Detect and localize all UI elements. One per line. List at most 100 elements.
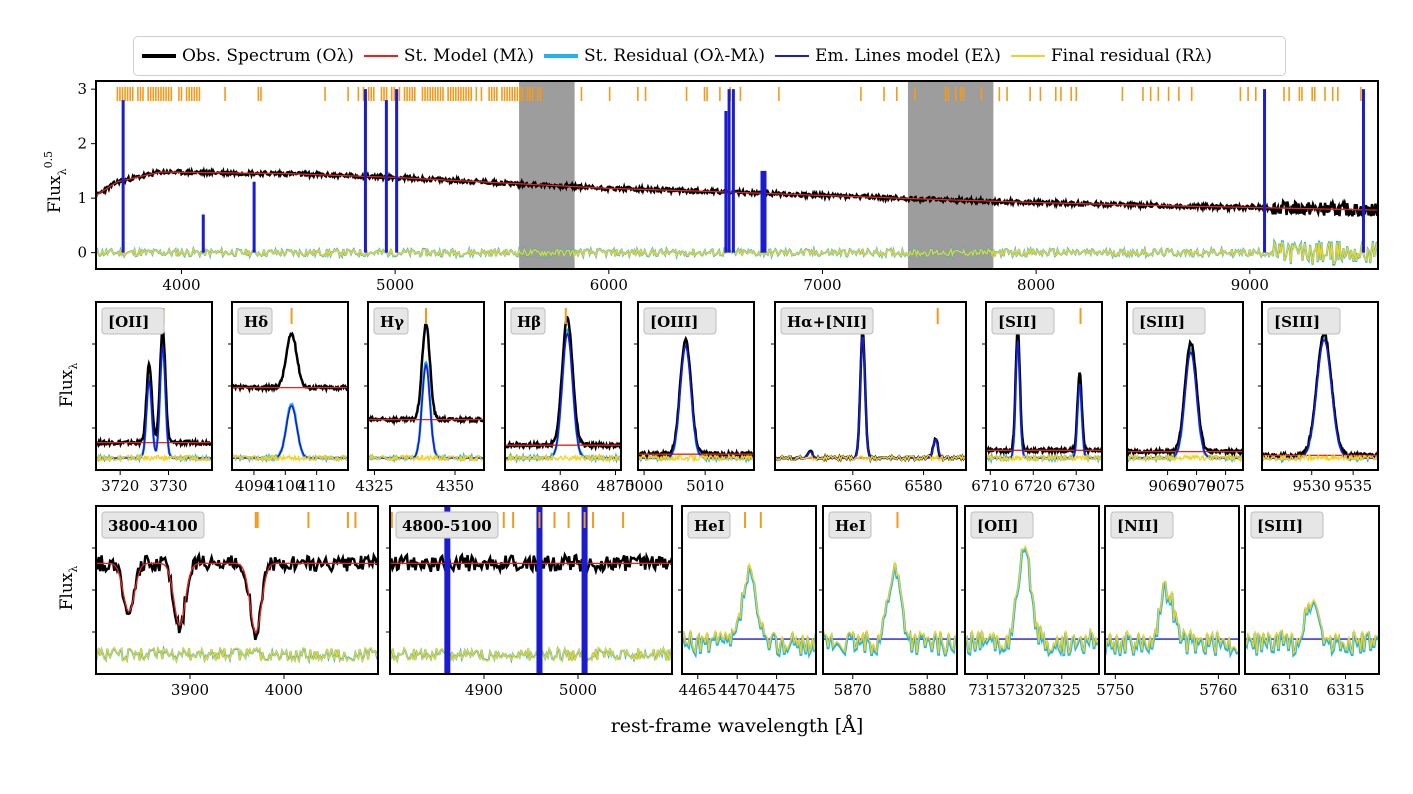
emission-line-model	[368, 362, 484, 459]
panel-label-box	[828, 511, 872, 539]
observed-spectrum-line	[232, 331, 348, 394]
panel-label: [SIII]	[1274, 313, 1320, 331]
panel-label-box	[101, 511, 205, 539]
x-tick-label: 4470	[718, 681, 756, 699]
final-residual-line	[965, 544, 1098, 655]
x-tick-label: 4090	[235, 477, 273, 495]
final-residual-line	[96, 240, 1378, 265]
legend-label: Obs. Spectrum (Oλ)	[182, 46, 354, 66]
x-tick-label: 9070	[1178, 477, 1216, 495]
panel-NII_5755: [NII] 5750 5760	[1096, 505, 1240, 699]
panel-label-box	[1110, 511, 1174, 539]
panel-OIII: [OIII] 5000 5010	[625, 301, 755, 495]
observed-spectrum-line	[96, 550, 378, 641]
masked-region	[907, 81, 994, 269]
panel-label-box	[101, 307, 165, 335]
panel-label: [OII]	[977, 517, 1018, 535]
x-tick-label: 9065	[1149, 477, 1187, 495]
observed-spectrum-line	[775, 331, 966, 464]
final-residual-line	[986, 453, 1102, 464]
panel-label: [SII]	[998, 313, 1037, 331]
x-tick-label: 6730	[1057, 477, 1095, 495]
x-tick-label: 7325	[1043, 681, 1081, 699]
panel-label-box	[643, 307, 717, 335]
panel-label-box	[991, 307, 1055, 335]
x-tick-label: 6315	[1326, 681, 1364, 699]
panel-Halpha: Hα+[NII] 6560 6580	[771, 301, 967, 495]
x-tick-label: 5750	[1096, 681, 1134, 699]
panel-range_4800_5100: 4800-5100 4900 5000	[386, 505, 673, 699]
panel-label: Hγ	[380, 313, 404, 331]
emission-line-model	[775, 336, 966, 459]
panel-label: Hα+[NII]	[787, 313, 867, 331]
masked-region	[519, 81, 575, 269]
panel-HeI_5876: HeI 5870 5880	[819, 505, 958, 699]
x-tick-label: 3900	[171, 681, 209, 699]
panel-label: [NII]	[1117, 517, 1159, 535]
x-tick-label: 3720	[101, 477, 139, 495]
x-tick-label: 3730	[149, 477, 187, 495]
x-tick-label: 6580	[904, 477, 942, 495]
stellar-model-line	[96, 562, 378, 634]
y-label-full: Fluxλ0.5	[42, 151, 69, 213]
final-residual-line	[96, 646, 378, 664]
x-tick-label: 4000	[162, 276, 200, 294]
x-tick-label: 5870	[834, 681, 872, 699]
emission-line-model	[638, 345, 754, 459]
panel-label: [OIII]	[650, 313, 698, 331]
legend-item-1: St. Model (Mλ)	[363, 46, 535, 66]
final-residual-line	[232, 453, 348, 464]
panel-OII: [OII] 3720 3730	[92, 301, 213, 495]
panel-label-box	[780, 307, 874, 335]
x-tick-label: 4350	[436, 477, 474, 495]
x-tick-label: 4475	[757, 681, 795, 699]
observed-spectrum-line	[368, 322, 484, 427]
x-tick-label: 4000	[265, 681, 303, 699]
x-axis-title: rest-frame wavelength [Å]	[611, 715, 864, 737]
x-tick-label: 9535	[1334, 477, 1372, 495]
emission-line-model	[444, 506, 451, 674]
legend-item-2: St. Residual (Oλ-Mλ)	[544, 46, 765, 66]
x-tick-label: 7000	[803, 276, 841, 294]
x-tick-label: 6710	[971, 477, 1009, 495]
panel-SIII_6312: [SIII] 6310 6315	[1241, 505, 1380, 699]
panel-OII_7320: [OII] 7315 7320 7325	[961, 505, 1100, 699]
panel-label: 3800-4100	[108, 517, 198, 535]
legend-label: St. Residual (Oλ-Mλ)	[584, 46, 766, 66]
final-residual-line	[682, 563, 816, 655]
x-tick-label: 6720	[1014, 477, 1052, 495]
panel-label: [OII]	[108, 313, 149, 331]
observed-spectrum-line	[390, 551, 672, 576]
final-residual-line	[1245, 598, 1379, 655]
stellar-residual-line	[823, 563, 957, 657]
x-tick-label: 8000	[1017, 276, 1055, 294]
panel-label: [SIII]	[1257, 517, 1303, 535]
observed-spectrum-line	[96, 166, 1378, 220]
legend-swatch	[142, 54, 176, 58]
x-tick-label: 4465	[679, 681, 717, 699]
legend-label: St. Model (Mλ)	[403, 46, 535, 66]
panel-HeI_4471: HeI 4465 4470 4475	[678, 505, 817, 699]
final-residual-line	[1105, 580, 1238, 655]
x-tick-label: 4100	[266, 477, 304, 495]
panel-range_3800_4100: 3800-4100 3900 4000	[92, 505, 379, 699]
observed-spectrum-line	[986, 328, 1102, 457]
legend-item-4: Final residual (Rλ)	[1010, 46, 1212, 66]
x-tick-label: 6310	[1271, 681, 1309, 699]
panel-label: Hβ	[517, 313, 541, 331]
emission-line-model	[232, 404, 348, 459]
panel-label: Hδ	[244, 313, 268, 331]
panel-label-box	[970, 511, 1034, 539]
final-residual-line	[638, 453, 754, 463]
x-tick-label: 7320	[1005, 681, 1043, 699]
panel-label-box	[237, 307, 273, 335]
stellar-residual-line	[1127, 346, 1243, 464]
final-residual-line	[96, 453, 212, 463]
legend-swatch	[1010, 55, 1045, 57]
panel-label-box	[1267, 307, 1341, 335]
legend-swatch	[544, 54, 579, 58]
x-tick-label: 5760	[1199, 681, 1237, 699]
